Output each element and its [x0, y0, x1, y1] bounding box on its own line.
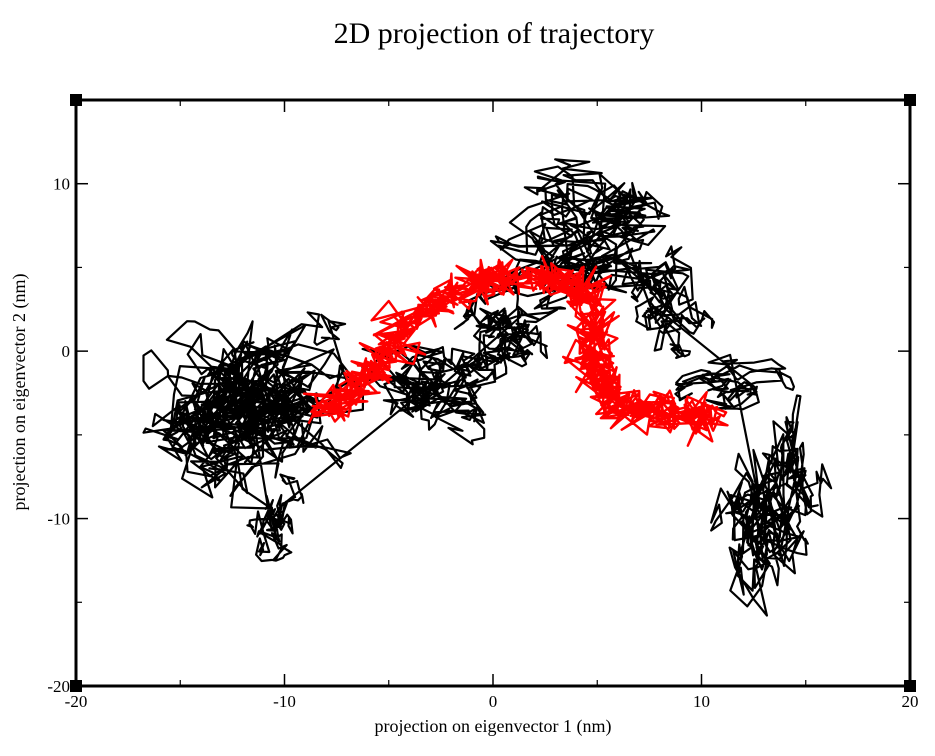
black-trajectory-line — [142, 158, 833, 617]
frame-corner-marker — [904, 680, 916, 692]
x-tick-label: 20 — [902, 692, 919, 711]
series-red-trajectory — [302, 255, 729, 447]
x-tick-label: 10 — [693, 692, 710, 711]
x-tick-label: 0 — [489, 692, 498, 711]
y-tick-label: -20 — [47, 677, 70, 696]
frame-corners — [70, 94, 916, 692]
y-tick-label: -10 — [47, 510, 70, 529]
x-tick-label: -10 — [273, 692, 296, 711]
frame-corner-marker — [904, 94, 916, 106]
plot-frame — [74, 98, 912, 688]
series-black-trajectory — [142, 158, 833, 617]
tick-labels: -20 -10 0 10 20 -20 -10 0 10 — [47, 175, 918, 711]
x-axis-label: projection on eigenvector 1 (nm) — [375, 716, 612, 737]
frame-corner-marker — [70, 94, 82, 106]
frame-corner-marker — [70, 680, 82, 692]
y-axis-label: projection on eigenvector 2 (nm) — [9, 274, 30, 511]
y-tick-label: 0 — [62, 342, 71, 361]
plot-area: -20 -10 0 10 20 -20 -10 0 10 — [47, 94, 919, 711]
x-tick-label: -20 — [65, 692, 88, 711]
chart-title: 2D projection of trajectory — [334, 17, 655, 50]
y-tick-label: 10 — [53, 175, 70, 194]
red-trajectory-line — [302, 255, 729, 447]
